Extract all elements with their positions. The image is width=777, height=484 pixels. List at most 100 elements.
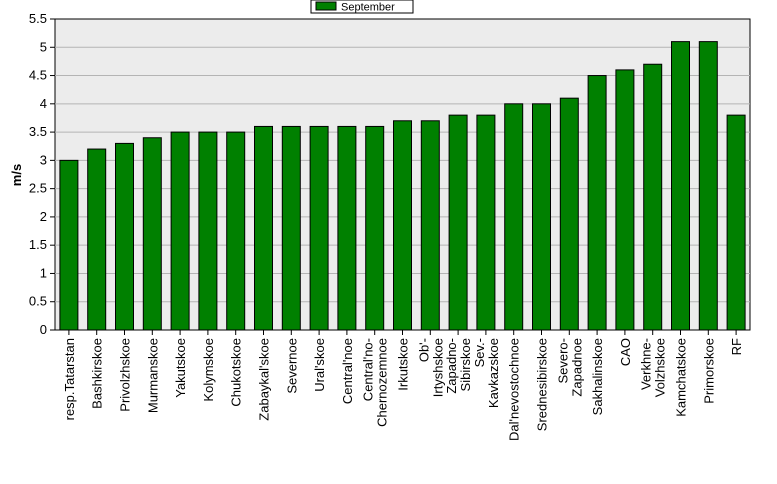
x-tick-label-line: Central'no- [361,338,376,401]
x-tick-label: Murmanskoe [145,338,160,413]
bar[interactable] [59,159,79,331]
y-tick-label: 3.5 [29,124,47,139]
y-tick-label: 5.5 [29,11,47,26]
x-tick-label: Kolymskoe [201,338,216,402]
x-tick-label-line: Zapadnoe [569,338,584,397]
bar[interactable] [698,41,718,331]
x-tick-label-line: Kavkazskoe [486,338,501,408]
x-tick-label: Severo- Zapadnoe [555,338,584,397]
y-tick-label: 4.5 [29,68,47,83]
bar[interactable] [476,114,496,331]
x-tick-label: Chukotskoe [229,338,244,407]
legend-swatch [315,1,337,11]
x-tick-label: Central'noe [340,338,355,404]
bar[interactable] [587,75,607,331]
x-tick-label-line: Central'noe [340,338,355,404]
x-tick-label: Bashkirskoe [90,338,105,409]
x-tick-label-line: Chukotskoe [229,338,244,407]
x-tick-label-line: Ural'skoe [312,338,327,392]
x-tick-label: resp.Tatarstan [62,338,77,420]
y-tick-label: 1.5 [29,237,47,252]
x-tick-label-line: Volzhskoe [653,338,668,397]
x-tick-label-line: resp.Tatarstan [62,338,77,420]
bar[interactable] [420,120,440,331]
legend[interactable]: September [310,0,414,14]
x-tick-label: Severnoe [284,338,299,394]
x-tick-label-line: Verkhne- [639,338,654,390]
x-tick-label-line: Zapadno- [444,338,459,394]
x-tick-label: Srednesibirskoe [535,338,550,431]
x-tick-label-line: Kamchatskoe [674,338,689,417]
bar[interactable] [337,125,357,331]
bar[interactable] [115,142,134,331]
x-tick-label: Ob'- Irtyshskoe [416,338,445,397]
x-tick-label-line: Ob'- [416,338,431,362]
y-tick-label: 5 [40,39,47,54]
x-tick-label-line: Chernozemnoe [375,338,390,427]
x-tick-label-line: Sibirskoe [458,338,473,391]
x-tick-label-line: Murmanskoe [145,338,160,413]
bar[interactable] [532,103,551,331]
x-tick-label-line: Dal'nevostochnoe [507,338,522,441]
x-tick-label-line: Severo- [555,338,570,384]
legend-label: September [341,2,395,14]
y-tick-label: 2 [40,209,47,224]
x-tick-label: Ural'skoe [312,338,327,392]
bar[interactable] [170,131,190,331]
x-tick-label: Zapadno- Sibirskoe [444,338,473,394]
bar[interactable] [226,131,246,331]
x-tick-label: Zabaykal'skoe [257,338,272,421]
bar[interactable] [726,114,746,331]
x-tick-label-line: Irkutskoe [396,338,411,391]
bar[interactable] [365,125,385,331]
y-tick-label: 1 [40,265,47,280]
y-tick-label: 0.5 [29,294,47,309]
x-axis-ticks: resp.Tatarstan Bashkirskoe Privolzhskoe Mur… [62,330,744,441]
x-tick-label-line: RF [729,338,744,355]
bar[interactable] [393,120,412,331]
bar[interactable] [198,131,218,331]
x-tick-label: Yakutskoe [173,338,188,398]
x-tick-label: Kamchatskoe [674,338,689,417]
bar[interactable] [504,103,524,331]
bar[interactable] [281,125,301,331]
x-tick-label: Sev.- Kavkazskoe [472,338,501,408]
x-tick-label-line: Bashkirskoe [90,338,105,409]
x-tick-label: Verkhne- Volzhskoe [639,338,668,397]
x-tick-label-line: Severnoe [284,338,299,394]
x-tick-label-line: Privolzhskoe [118,338,133,412]
x-tick-label-line: Srednesibirskoe [535,338,550,431]
x-tick-label: Privolzhskoe [118,338,133,412]
x-tick-label-line: Sev.- [472,338,487,367]
x-tick-label-line: Sakhalinskoe [590,338,605,415]
x-tick-label: Irkutskoe [396,338,411,391]
y-tick-label: 4 [40,96,47,111]
bar[interactable] [671,41,690,331]
bars [59,41,746,331]
x-tick-label-line: Kolymskoe [201,338,216,402]
x-tick-label-line: Yakutskoe [173,338,188,398]
x-tick-label: CAO [618,338,633,366]
y-tick-label: 0 [40,322,47,337]
bar[interactable] [254,125,273,331]
bar[interactable] [448,114,468,331]
x-tick-label: Dal'nevostochnoe [507,338,522,441]
x-tick-label: Sakhalinskoe [590,338,605,415]
x-tick-label-line: CAO [618,338,633,366]
x-tick-label: RF [729,338,744,355]
bar[interactable] [559,97,579,331]
x-tick-label: Central'no- Chernozemnoe [361,338,390,427]
y-axis-ticks: 0 0.5 1 1.5 2 2.5 3 3.5 4 4.5 5 5.5 [29,11,55,337]
bar[interactable] [309,125,329,331]
bar[interactable] [87,148,107,331]
x-tick-label-line: Primorskoe [701,338,716,404]
y-tick-label: 2.5 [29,181,47,196]
x-tick-label: Primorskoe [701,338,716,404]
bar[interactable] [615,69,635,331]
bar[interactable] [142,137,162,331]
x-tick-label-line: Zabaykal'skoe [257,338,272,421]
bar[interactable] [643,63,663,331]
y-axis-label: m/s [9,164,24,186]
